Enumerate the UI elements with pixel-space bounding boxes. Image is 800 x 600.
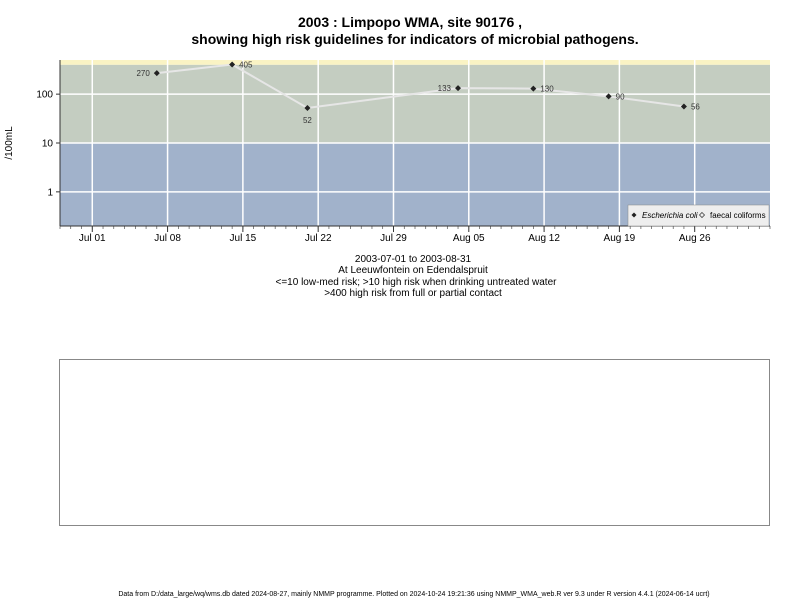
risk-bands <box>60 60 770 226</box>
ecoli-point-2 <box>304 105 311 112</box>
ecoli-point-6 <box>680 103 687 110</box>
y-tick-label-1: 10 <box>42 139 54 150</box>
ecoli-point-5 <box>605 93 612 100</box>
y-tick-label-0: 1 <box>47 187 53 198</box>
footer-note: Data from D:/data_large/wq/wms.db dated … <box>118 591 709 598</box>
chart-title-line2: showing high risk guidelines for indicat… <box>191 31 638 47</box>
axes: 1 10 100 Jul 01 Jul 08 Jul 15 Jul 22 Jul 29 Aug … <box>36 60 771 244</box>
y-axis-label: /100mL <box>4 126 15 160</box>
subtitle-date-range: 2003-07-01 to 2003-08-31 <box>355 254 472 265</box>
legend-faecal-label: faecal coliforms <box>710 211 766 220</box>
ecoli-label-1: 405 <box>239 60 253 69</box>
x-tick-label-1: Jul 08 <box>154 233 181 244</box>
chart-title-line1: 2003 : Limpopo WMA, site 90176 , <box>298 14 522 30</box>
legend-ecoli-label: Escherichia coli <box>642 211 698 220</box>
subtitle-location: At Leeuwfontein on Edendalspruit <box>338 265 488 276</box>
risk-band-1 <box>60 64 770 143</box>
subtitle-risk-high: >400 high risk from full or partial cont… <box>324 288 502 299</box>
x-tick-label-8: Aug 26 <box>679 233 711 244</box>
ecoli-label-5: 90 <box>616 92 625 101</box>
legend-ecoli-marker <box>631 212 637 218</box>
ecoli-label-4: 130 <box>540 85 554 94</box>
ecoli-label-0: 270 <box>136 69 150 78</box>
ecoli-point-4 <box>530 85 537 92</box>
ecoli-point-3 <box>455 85 462 92</box>
ecoli-label-2: 52 <box>303 116 312 125</box>
ecoli-label-3: 133 <box>438 84 452 93</box>
x-tick-label-7: Aug 19 <box>604 233 636 244</box>
legend-box <box>627 204 770 227</box>
legend: Escherichia coli faecal coliforms <box>627 204 770 227</box>
subtitle-risk-low: <=10 low-med risk; >10 high risk when dr… <box>276 277 558 288</box>
x-tick-label-6: Aug 12 <box>528 233 560 244</box>
grid-lines <box>60 60 770 226</box>
ecoli-label-6: 56 <box>691 102 700 111</box>
x-tick-label-2: Jul 15 <box>230 233 257 244</box>
x-tick-label-5: Aug 05 <box>453 233 485 244</box>
data-points: 270 405 52 133 130 90 56 <box>136 60 700 125</box>
empty-panel <box>59 359 770 526</box>
x-tick-label-0: Jul 01 <box>79 233 106 244</box>
ecoli-point-1 <box>229 61 236 68</box>
y-tick-label-2: 100 <box>36 90 53 101</box>
x-tick-label-4: Jul 29 <box>380 233 407 244</box>
x-tick-label-3: Jul 22 <box>305 233 332 244</box>
risk-band-2 <box>60 60 770 65</box>
ecoli-point-0 <box>153 70 160 77</box>
legend-faecal-marker <box>698 211 706 219</box>
